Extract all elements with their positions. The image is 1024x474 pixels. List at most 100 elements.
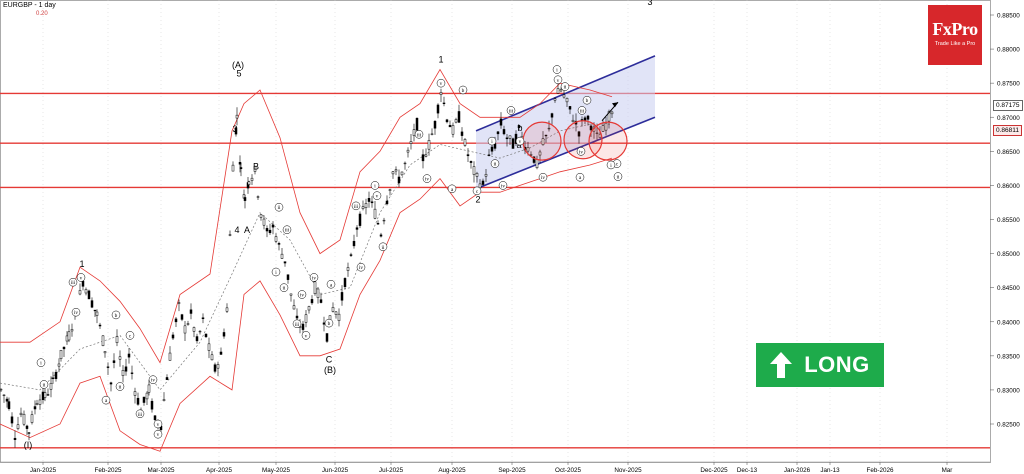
wave-label: A <box>244 225 250 235</box>
roman-label-circle <box>472 186 482 196</box>
candle-body <box>239 167 243 169</box>
y-tick-label: 0.84000 <box>997 319 1020 326</box>
candle-body <box>436 104 440 114</box>
wave-label: 2 <box>475 194 480 204</box>
candle-body <box>262 218 266 226</box>
candle-body <box>250 177 254 181</box>
candle-body <box>364 203 368 209</box>
candle-body <box>186 323 190 325</box>
candle-body <box>231 164 235 172</box>
highlight-circles <box>522 120 628 161</box>
candle-body <box>210 354 214 361</box>
candle-body <box>376 223 380 225</box>
candle-body <box>550 113 554 118</box>
candle-body <box>331 307 335 312</box>
candle-body <box>49 382 53 390</box>
candle-body <box>90 300 94 308</box>
roman-label-circle <box>297 290 307 299</box>
roman-label: iii <box>71 280 76 286</box>
candle-body <box>13 437 17 440</box>
candle-body <box>487 154 491 156</box>
candle-body <box>207 343 211 351</box>
candle-body <box>59 349 63 359</box>
candle-body <box>553 98 557 101</box>
candle-body <box>430 133 434 135</box>
candle-body <box>529 154 533 156</box>
candle-body <box>228 234 232 236</box>
y-tick-label: 0.85500 <box>997 217 1020 224</box>
candle-body <box>358 213 362 226</box>
roman-label: iv <box>579 149 583 155</box>
candle-body <box>265 228 269 232</box>
candle-body <box>162 399 166 401</box>
candle-body <box>198 330 202 333</box>
candle-body <box>195 336 199 342</box>
candle-body <box>424 154 428 157</box>
roman-label-circle <box>378 242 388 252</box>
roman-label-circle <box>71 307 81 317</box>
candle-body <box>57 363 61 367</box>
candle-body <box>598 133 602 138</box>
roman-label: v <box>80 275 83 281</box>
plot-frame <box>0 0 991 463</box>
x-tick-label: Jan-2026 <box>784 467 811 474</box>
roman-label: ii <box>494 162 497 168</box>
roman-label-circle <box>414 130 424 139</box>
candle-body <box>109 382 113 385</box>
candle-body <box>67 331 71 341</box>
roman-label: c <box>476 189 479 195</box>
candle-body <box>517 125 521 128</box>
candle-body <box>484 174 488 177</box>
candle-body <box>180 314 184 320</box>
price-candles <box>0 80 614 448</box>
candle-body <box>268 229 272 234</box>
wave-label: (I) <box>24 440 33 450</box>
candle-body <box>400 171 404 176</box>
candle-body <box>505 137 509 140</box>
indicator-value: 0.20 <box>36 11 48 17</box>
candle-body <box>19 412 23 416</box>
candle-body <box>256 196 260 198</box>
candle-body <box>454 119 458 123</box>
candle-body <box>98 324 102 327</box>
candle-body <box>385 200 389 205</box>
roman-label-circle <box>351 201 361 211</box>
candle-body <box>0 388 3 391</box>
candle-body <box>601 125 605 132</box>
candle-body <box>604 122 608 131</box>
candle-body <box>313 281 317 295</box>
bollinger-upper <box>0 68 613 364</box>
x-tick-label: Apr-2025 <box>206 467 232 474</box>
roman-label: ii <box>283 286 286 292</box>
candle-body <box>295 315 299 319</box>
candle-body <box>142 396 146 403</box>
candle-body <box>502 129 506 135</box>
y-tick-label: 0.86000 <box>997 183 1020 190</box>
roman-label: v <box>157 422 160 428</box>
candle-body <box>22 413 26 425</box>
candle-body <box>349 254 353 256</box>
wave-label: C <box>326 355 333 365</box>
roman-label: c <box>129 333 132 339</box>
y-tick-label: 0.88500 <box>997 13 1020 20</box>
candle-body <box>388 189 392 191</box>
candle-body <box>10 416 14 424</box>
candle-body <box>204 333 208 338</box>
candle-body <box>316 288 320 298</box>
candle-body <box>234 127 238 135</box>
wave-labels: 1(I)(A)53B4AC(B)123abviiiiviiibaiiiiiivc… <box>24 0 653 450</box>
roman-label-circle <box>576 147 586 156</box>
current-price-tag: 0.87175 <box>993 100 1023 112</box>
roman-label-circle <box>436 78 446 88</box>
candle-body <box>373 208 377 219</box>
wave-label: 3 <box>647 0 652 7</box>
candle-body <box>391 171 395 175</box>
candle-body <box>409 141 413 144</box>
roman-label-circle <box>76 273 86 282</box>
candle-body <box>337 313 341 321</box>
roman-label-circle <box>538 172 548 182</box>
y-tick-label: 0.82500 <box>997 422 1020 429</box>
roman-label: b <box>115 313 118 319</box>
roman-label: iv <box>151 378 155 384</box>
